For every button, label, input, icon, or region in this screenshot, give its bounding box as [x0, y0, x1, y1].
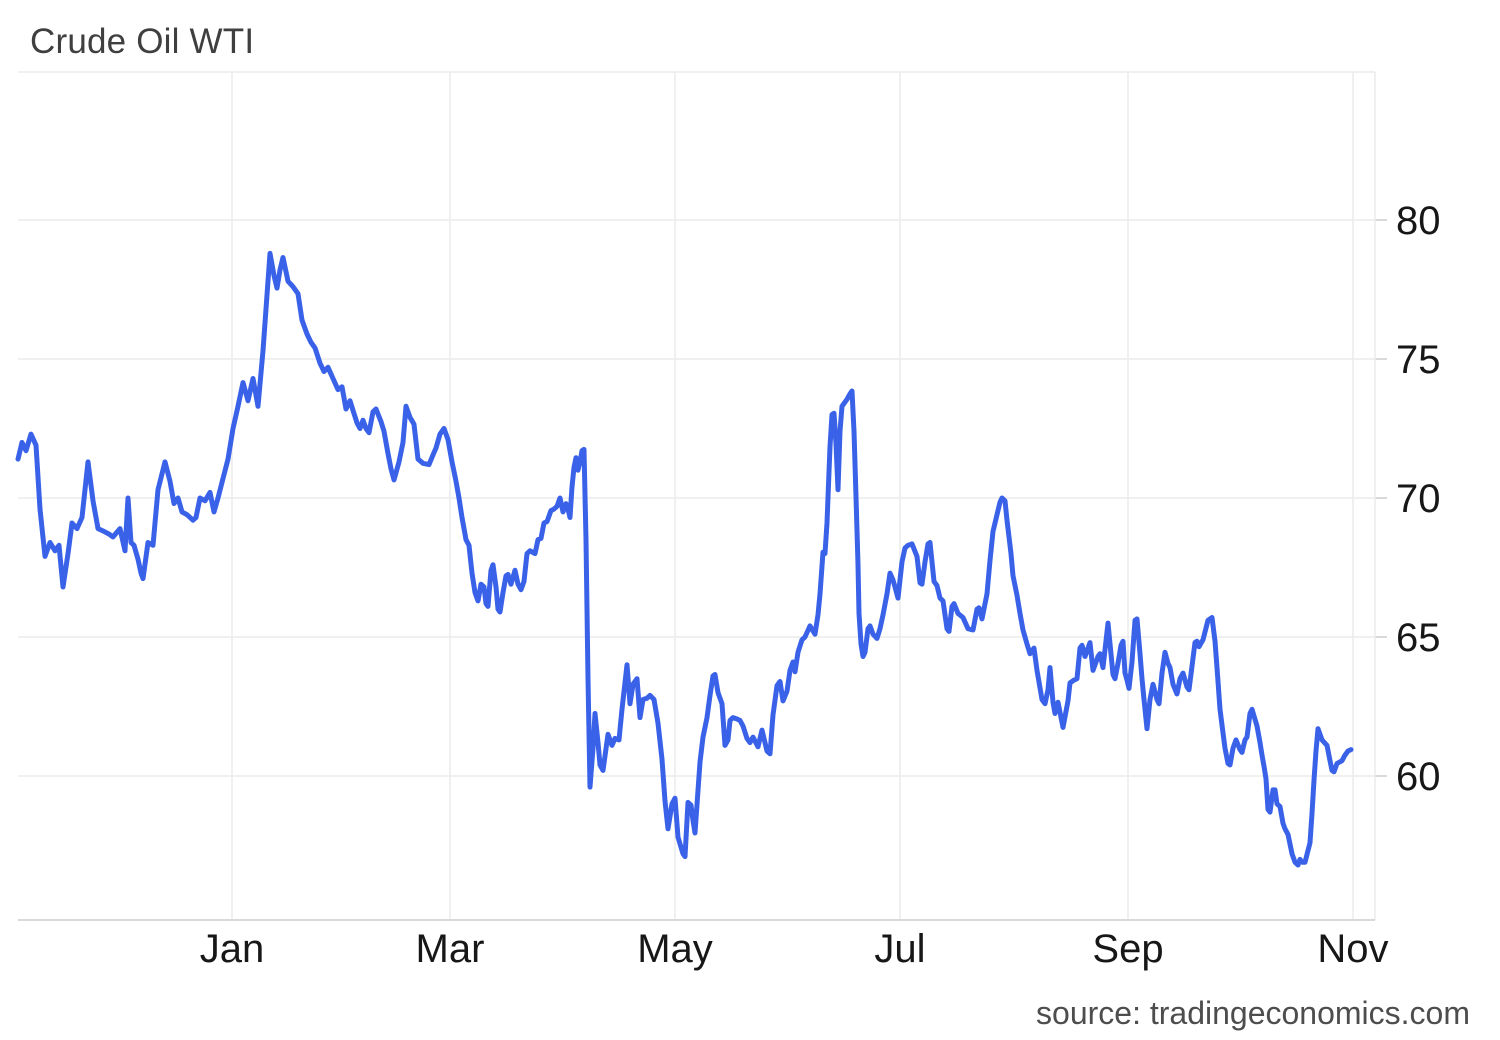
y-tick-label: 80: [1396, 199, 1441, 243]
price-line[interactable]: [15, 250, 1354, 868]
y-tick-label: 75: [1396, 338, 1441, 382]
chart-title: Crude Oil WTI: [30, 22, 255, 61]
y-tick-label: 65: [1396, 616, 1441, 660]
x-tick-label: May: [637, 927, 713, 971]
x-tick-label: Jan: [200, 927, 265, 971]
y-tick-label: 60: [1396, 755, 1441, 799]
y-tick-label: 70: [1396, 477, 1441, 521]
x-tick-label: Nov: [1317, 927, 1388, 971]
x-tick-label: Mar: [416, 927, 485, 971]
x-tick-label: Jul: [874, 927, 925, 971]
x-tick-label: Sep: [1092, 927, 1163, 971]
source-credit: source: tradingeconomics.com: [1036, 995, 1470, 1031]
